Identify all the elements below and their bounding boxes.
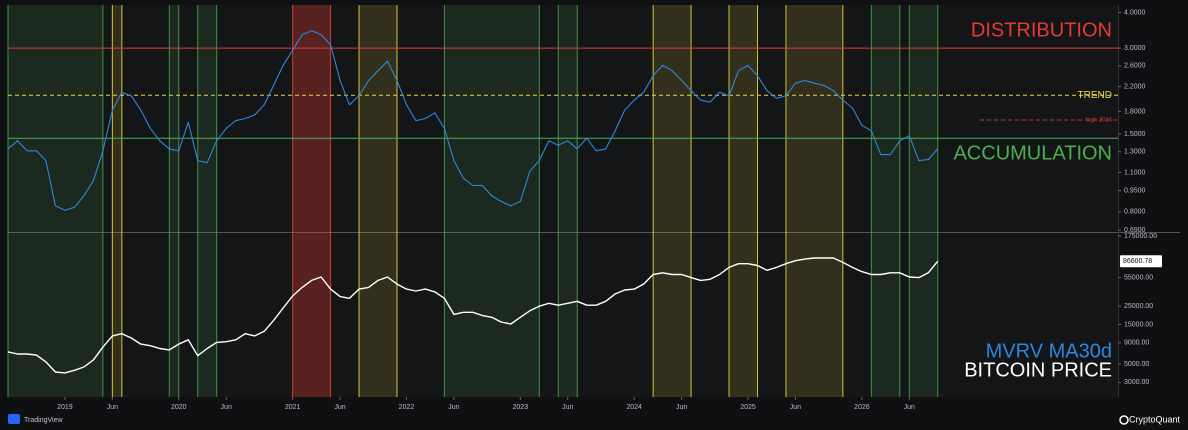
x-tick-label: Jun [448, 404, 459, 411]
y-tick-label: 9000.00 [1124, 340, 1149, 347]
y-tick-label: 3.0000 [1124, 45, 1146, 52]
y-tick-label: 0.6900 [1124, 227, 1146, 234]
legend-label: MVRV MA30d [986, 340, 1112, 362]
series-line [7, 257, 939, 374]
zones [7, 5, 939, 397]
y-tick-label: 25000.00 [1124, 303, 1153, 310]
zone [785, 5, 843, 397]
y-tick-label: 1.3000 [1124, 149, 1146, 156]
zone [112, 5, 122, 397]
legend-label: BITCOIN PRICE [964, 359, 1112, 381]
zone [292, 5, 331, 397]
y-tick-label: 0.9500 [1124, 187, 1146, 194]
y-tick-label: 2.2000 [1124, 83, 1146, 90]
level-label: high 2024 [1086, 118, 1113, 124]
x-tick-label: 2021 [285, 404, 301, 411]
zone [909, 5, 938, 397]
x-tick-label: 2020 [171, 404, 187, 411]
y-tick-label: 15000.00 [1124, 321, 1153, 328]
y-tick-label: 2.6000 [1124, 63, 1146, 70]
zone [197, 5, 217, 397]
x-tick-label: 2022 [399, 404, 415, 411]
plot-area [8, 5, 1118, 397]
last-value-label: 86600.78 [1123, 258, 1152, 265]
zone [8, 5, 103, 397]
zone [729, 5, 758, 397]
y-tick-label: 5000.00 [1124, 361, 1149, 368]
y-tick-label: 4.0000 [1124, 9, 1146, 16]
x-tick-label: Jun [904, 404, 915, 411]
x-tick-label: 2019 [57, 404, 73, 411]
footer-right: CryptoQuant [1129, 414, 1181, 424]
x-tick-label: Jun [790, 404, 801, 411]
x-tick-label: 2026 [854, 404, 870, 411]
content: 4.0000 3.0000 2.6000 2.2000 1.8000 1.5000 1.30… [7, 9, 1162, 411]
zone [871, 5, 900, 397]
zone [444, 5, 540, 397]
level-label: DISTRIBUTION [971, 19, 1112, 41]
level-label: TREND [1078, 90, 1112, 101]
y-tick-label: 55000.00 [1124, 274, 1153, 281]
y-tick-label: 1.8000 [1124, 108, 1146, 115]
zone [169, 5, 179, 397]
x-tick-label: Jun [221, 404, 232, 411]
zone [653, 5, 692, 397]
y-tick-label: 0.8000 [1124, 209, 1146, 216]
cryptoquant-logo [1119, 415, 1129, 425]
x-tick-label: Jun [107, 404, 118, 411]
x-tick-label: Jun [334, 404, 345, 411]
zone [359, 5, 397, 397]
x-tick-label: 2024 [626, 404, 642, 411]
y-tick-label: 175000.00 [1124, 233, 1157, 240]
x-tick-label: 2023 [513, 404, 529, 411]
x-tick-label: Jun [676, 404, 687, 411]
x-tick-label: Jun [562, 404, 573, 411]
last-value-box [1120, 255, 1162, 268]
y-tick-label: 1.1000 [1124, 169, 1146, 176]
tradingview-logo [8, 414, 20, 424]
series-line [7, 30, 939, 211]
zone [558, 5, 578, 397]
y-tick-label: 1.5000 [1124, 131, 1146, 138]
y-tick-label: 3000.00 [1124, 379, 1149, 386]
level-label: ACCUMULATION [953, 142, 1112, 164]
footer-left: TradingView [24, 417, 63, 424]
x-tick-label: 2025 [740, 404, 756, 411]
